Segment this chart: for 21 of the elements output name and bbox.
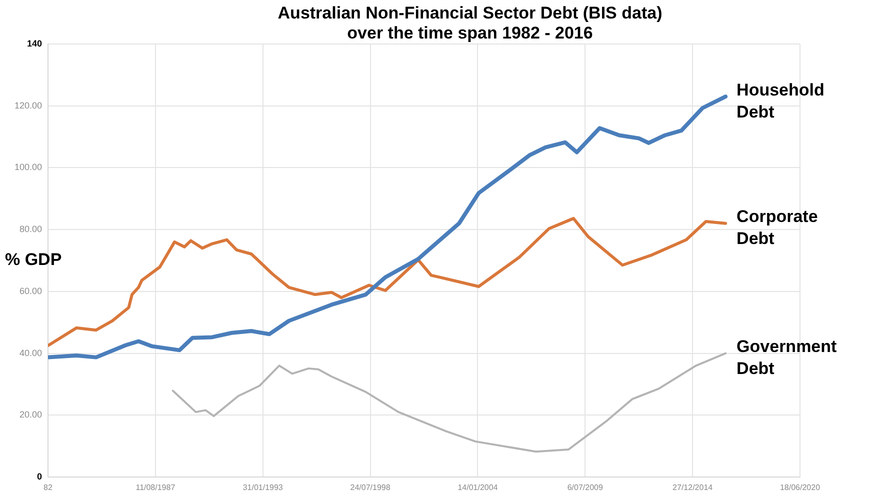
x-tick-label: 31/01/1993	[242, 483, 284, 492]
y-axis-title: % GDP	[5, 250, 62, 270]
x-tick-label: 82	[44, 483, 53, 492]
y-tick-label: 40.00	[19, 348, 42, 358]
y-tick-label: 140	[26, 38, 42, 48]
x-tick-label: 6/07/2009	[567, 483, 604, 492]
chart-title: Australian Non-Financial Sector Debt (BIS data) over the time span 1982 - 2016	[278, 4, 662, 43]
y-tick-label: 60.00	[19, 286, 42, 296]
x-tick-label: 18/06/2020	[780, 483, 821, 492]
x-tick-label: 14/01/2004	[458, 483, 498, 492]
series-label: Household Debt	[736, 80, 824, 122]
y-tick-label: 0	[36, 471, 42, 482]
y-tick-label: 120.00	[14, 100, 42, 110]
series-label: Corporate Debt	[736, 207, 818, 248]
x-tick-label: 24/07/1998	[350, 483, 391, 492]
y-tick-label: 20.00	[19, 410, 42, 420]
x-tick-label: 27/12/2014	[672, 483, 714, 492]
y-tick-label: 100.00	[14, 162, 42, 172]
series-label: Government Debt	[736, 336, 838, 378]
x-tick-label: 11/08/1987	[136, 483, 176, 492]
y-tick-label: 80.00	[19, 224, 42, 234]
